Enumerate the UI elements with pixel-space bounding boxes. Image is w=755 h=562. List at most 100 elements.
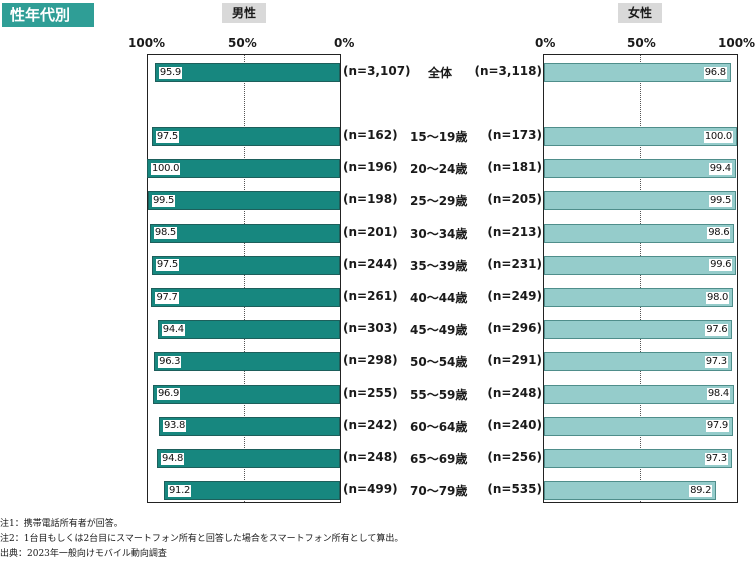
- male-midline: [244, 55, 245, 502]
- female-bar: 98.6: [544, 223, 735, 243]
- male-data-label: 99.5: [151, 194, 176, 207]
- male-data-label: 96.9: [156, 388, 181, 401]
- female-bar: 97.9: [544, 416, 733, 436]
- female-data-label: 97.3: [704, 355, 728, 368]
- female-data-label: 97.6: [705, 323, 729, 336]
- female-bar: 99.4: [544, 159, 736, 179]
- male-data-label: 94.4: [161, 323, 185, 336]
- footnotes: 注1：携帯電話所有者が回答。 注2：1台目もしくは2台目にスマートフォン所有と回…: [0, 517, 403, 562]
- female-plot-frame: [543, 54, 738, 503]
- category-label: 30～34歳: [410, 226, 468, 241]
- male-tick-100: 100%: [128, 36, 166, 50]
- category-label: 15～19歳: [410, 130, 468, 144]
- category-label: 45～49歳: [410, 323, 468, 338]
- female-bar: 100.0: [544, 127, 737, 146]
- category-label: 65～69歳: [410, 452, 468, 466]
- female-sample-size: (n=213): [487, 224, 542, 239]
- female-sample-size: (n=535): [487, 482, 542, 497]
- male-bar: 93.8: [158, 416, 340, 436]
- female-bar: 89.2: [544, 481, 717, 501]
- female-tick-50: 50%: [627, 36, 656, 50]
- category-label: 25～29歳: [410, 194, 468, 209]
- female-bar: 99.6: [544, 255, 737, 275]
- female-midline: [640, 55, 641, 502]
- female-data-label: 99.4: [708, 162, 732, 175]
- male-tick-0: 0%: [334, 36, 355, 50]
- male-data-label: 100.0: [151, 162, 181, 175]
- female-data-label: 96.8: [703, 66, 727, 79]
- male-data-label: 93.8: [162, 420, 187, 433]
- female-bar: 96.8: [544, 63, 731, 82]
- male-sample-size: (n=201): [343, 224, 398, 239]
- male-bar: 94.4: [157, 320, 340, 340]
- male-tick-50: 50%: [228, 36, 257, 50]
- male-data-label: 96.3: [158, 355, 182, 368]
- male-sample-size: (n=499): [343, 482, 398, 497]
- category-label: 35～39歳: [410, 258, 468, 273]
- male-bar: 91.2: [163, 481, 340, 501]
- male-sample-size: (n=3,107): [343, 64, 411, 78]
- male-bar: 94.8: [157, 449, 340, 468]
- male-sample-size: (n=242): [343, 417, 398, 432]
- male-data-label: 98.5: [153, 227, 177, 240]
- male-bar: 96.9: [152, 384, 340, 404]
- female-bar: 97.3: [544, 449, 732, 468]
- section-badge: 性年代別: [2, 3, 94, 27]
- female-data-label: 100.0: [703, 130, 733, 143]
- category-label: 60～64歳: [410, 419, 468, 434]
- male-data-label: 94.8: [161, 452, 185, 465]
- female-bar: 97.3: [544, 352, 732, 372]
- male-sample-size: (n=248): [343, 450, 398, 464]
- category-label: 20～24歳: [410, 162, 468, 177]
- female-sample-size: (n=249): [487, 289, 542, 303]
- female-data-label: 97.9: [705, 420, 729, 433]
- female-sample-size: (n=3,118): [474, 64, 542, 78]
- male-data-label: 91.2: [167, 484, 192, 497]
- female-sample-size: (n=205): [487, 192, 542, 207]
- category-label: 50～54歳: [410, 355, 468, 370]
- male-sample-size: (n=298): [343, 353, 398, 368]
- female-tick-0: 0%: [535, 36, 556, 50]
- female-sample-size: (n=231): [487, 256, 542, 271]
- male-group-label: 男性: [222, 3, 266, 23]
- male-sample-size: (n=303): [343, 321, 398, 336]
- male-sample-size: (n=198): [343, 192, 398, 207]
- female-sample-size: (n=256): [487, 450, 542, 464]
- female-sample-size: (n=181): [487, 160, 542, 175]
- female-data-label: 97.3: [704, 452, 728, 465]
- female-data-label: 89.2: [689, 484, 713, 497]
- female-sample-size: (n=240): [487, 417, 542, 432]
- note-source: 出典：2023年一般向けモバイル動向調査: [0, 549, 167, 559]
- female-data-label: 98.0: [706, 291, 730, 304]
- category-label: 40～44歳: [410, 291, 468, 305]
- female-data-label: 98.6: [707, 227, 731, 240]
- male-bar: 99.5: [147, 191, 340, 211]
- male-sample-size: (n=255): [343, 385, 398, 400]
- female-data-label: 98.4: [706, 388, 730, 401]
- male-plot-frame: [147, 54, 341, 503]
- category-label: 70～79歳: [410, 484, 468, 499]
- female-group-label: 女性: [618, 3, 662, 23]
- female-data-label: 99.5: [708, 194, 733, 207]
- male-bar: 97.5: [151, 255, 340, 275]
- female-bar: 98.0: [544, 288, 734, 307]
- category-label: 55～59歳: [410, 387, 468, 402]
- male-bar: 97.7: [151, 288, 340, 307]
- note-1: 注1：携帯電話所有者が回答。: [0, 519, 123, 529]
- female-data-label: 99.6: [709, 259, 733, 272]
- female-sample-size: (n=248): [487, 385, 542, 400]
- male-sample-size: (n=244): [343, 256, 398, 271]
- male-bar: 96.3: [154, 352, 340, 372]
- male-sample-size: (n=261): [343, 289, 398, 303]
- male-bar: 100.0: [147, 159, 340, 179]
- male-sample-size: (n=196): [343, 160, 398, 175]
- female-sample-size: (n=173): [487, 128, 542, 142]
- female-sample-size: (n=291): [487, 353, 542, 368]
- female-bar: 99.5: [544, 191, 737, 211]
- female-bar: 98.4: [544, 384, 734, 404]
- male-sample-size: (n=162): [343, 128, 398, 142]
- male-data-label: 97.7: [155, 291, 179, 304]
- female-tick-100: 100%: [718, 36, 755, 50]
- female-bar: 97.6: [544, 320, 733, 340]
- male-data-label: 95.9: [158, 66, 182, 79]
